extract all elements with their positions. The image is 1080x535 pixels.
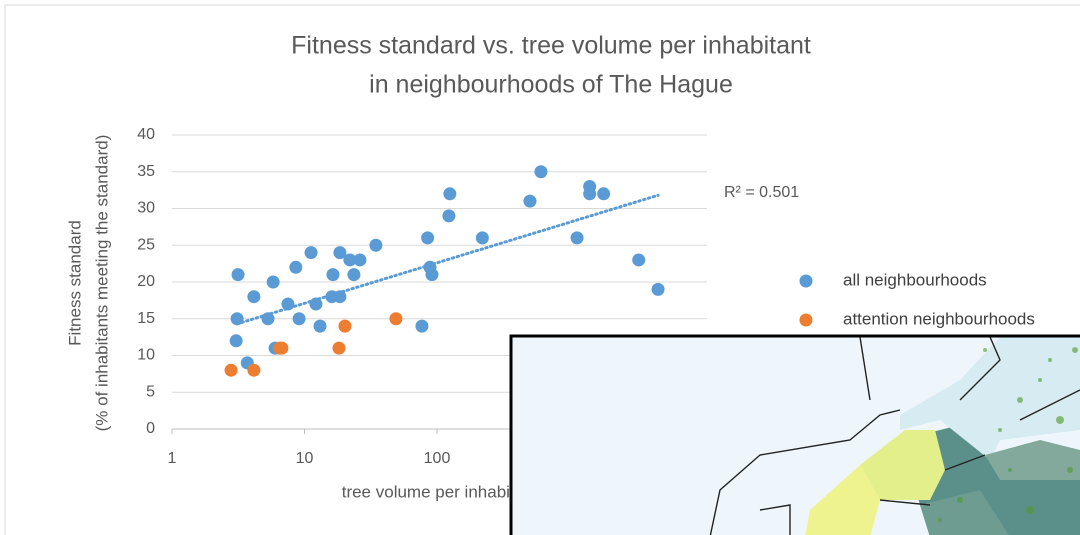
point <box>583 187 596 200</box>
y-tick-label: 25 <box>137 236 155 253</box>
y-axis-title: (% of inhabitants meeting the standard) <box>92 135 111 432</box>
point <box>230 334 243 347</box>
chart: Fitness standard vs. tree volume per inh… <box>0 0 1080 535</box>
legend-label: attention neighbourhoods <box>843 309 1035 328</box>
chart-title: Fitness standard vs. tree volume per inh… <box>291 32 811 60</box>
legend-label: all neighbourhoods <box>843 270 987 289</box>
x-tick-label: 10 <box>296 450 314 467</box>
point <box>231 312 244 325</box>
point <box>476 231 489 244</box>
y-tick-label: 40 <box>137 126 155 143</box>
y-axis-title: Fitness standard <box>65 220 84 346</box>
y-tick-label: 10 <box>137 347 155 364</box>
point <box>332 342 345 355</box>
point <box>225 364 238 377</box>
x-axis-title: tree volume per inhabitant <box>342 482 539 501</box>
x-tick-label: 100 <box>424 450 451 467</box>
point <box>523 195 536 208</box>
point <box>305 246 318 259</box>
trendline-label: R² = 0.501 <box>724 184 799 201</box>
point <box>534 165 547 178</box>
point <box>353 253 366 266</box>
point <box>267 276 280 289</box>
chart-title: in neighbourhoods of The Hague <box>369 71 733 99</box>
point <box>597 187 610 200</box>
point <box>421 231 434 244</box>
y-tick-label: 30 <box>137 200 155 217</box>
point <box>326 268 339 281</box>
point <box>261 312 274 325</box>
point <box>415 320 428 333</box>
y-tick-label: 0 <box>146 420 155 437</box>
point <box>275 342 288 355</box>
point <box>389 312 402 325</box>
point <box>369 239 382 252</box>
point <box>314 320 327 333</box>
y-tick-label: 35 <box>137 163 155 180</box>
point <box>232 268 245 281</box>
legend-marker <box>800 275 813 288</box>
point <box>333 290 346 303</box>
point <box>247 364 260 377</box>
point <box>652 283 665 296</box>
point <box>347 268 360 281</box>
point <box>281 298 294 311</box>
point <box>247 290 260 303</box>
point <box>338 320 351 333</box>
point <box>293 312 306 325</box>
y-tick-label: 15 <box>137 310 155 327</box>
point <box>632 253 645 266</box>
y-tick-label: 5 <box>146 383 155 400</box>
x-tick-label: 1 <box>168 450 177 467</box>
point <box>443 187 456 200</box>
point <box>309 298 322 311</box>
point <box>289 261 302 274</box>
y-tick-label: 20 <box>137 273 155 290</box>
point <box>571 231 584 244</box>
point <box>442 209 455 222</box>
legend-marker <box>800 314 813 327</box>
point <box>425 268 438 281</box>
map-inset <box>511 336 1080 535</box>
